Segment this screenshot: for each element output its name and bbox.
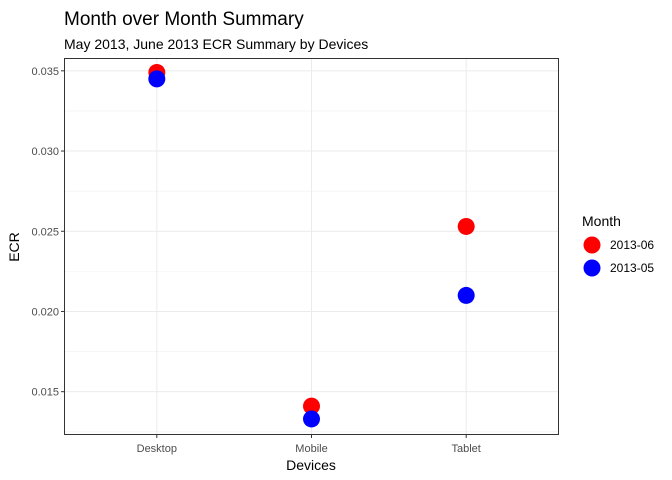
panel-border — [64, 58, 559, 435]
legend-label: 2013-06 — [610, 238, 654, 252]
data-points — [148, 63, 475, 428]
legend: Month 2013-06 2013-05 — [582, 213, 654, 277]
y-axis-title: ECR — [6, 232, 22, 262]
x-axis-ticks: Desktop Mobile Tablet — [137, 435, 481, 455]
legend-title: Month — [582, 213, 621, 229]
y-tick-label: 0.030 — [31, 146, 59, 158]
point-2013-06-mobile — [303, 397, 320, 415]
y-tick-label: 0.025 — [31, 226, 59, 238]
grid-lines — [64, 58, 559, 435]
y-tick-label: 0.035 — [31, 66, 59, 78]
legend-label: 2013-05 — [610, 261, 654, 275]
x-tick-label: Desktop — [137, 443, 177, 455]
x-tick-label: Mobile — [295, 443, 327, 455]
legend-key — [583, 259, 601, 277]
chart-title: Month over Month Summary — [64, 9, 304, 30]
y-axis-ticks: 0.015 0.020 0.025 0.030 0.035 — [31, 66, 64, 399]
point-2013-05-mobile — [303, 410, 320, 428]
point-2013-05-tablet — [457, 286, 475, 304]
y-tick-label: 0.015 — [31, 387, 59, 399]
y-tick-label: 0.020 — [31, 306, 59, 318]
x-tick-label: Tablet — [452, 443, 481, 455]
legend-key — [583, 236, 601, 254]
chart-subtitle: May 2013, June 2013 ECR Summary by Devic… — [64, 36, 368, 52]
x-axis-title: Devices — [286, 457, 336, 473]
point-2013-06-tablet — [457, 217, 475, 235]
point-2013-05-desktop — [148, 70, 166, 88]
